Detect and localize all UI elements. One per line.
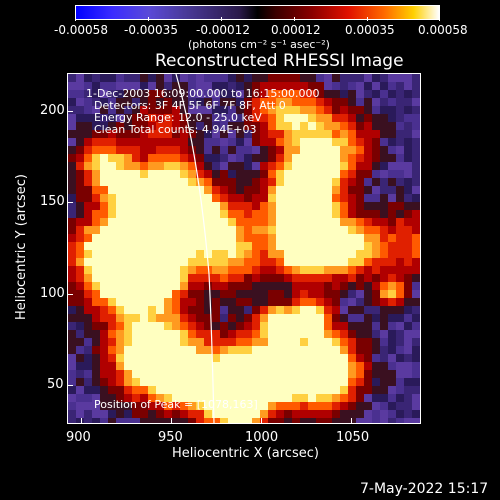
x-tick-label: 1000: [245, 430, 279, 445]
heatmap-image: [68, 74, 420, 423]
x-tick-label: 900: [66, 430, 91, 445]
y-tick-label: 100: [40, 286, 65, 301]
colorbar-tick-label: 0.00012: [271, 23, 321, 37]
annotation-peak: Position of Peak = [1078,163]: [94, 398, 258, 411]
colorbar: [75, 5, 440, 20]
annotation-time: 1-Dec-2003 16:09:00.000 to 16:15:00.000: [86, 87, 320, 100]
colorbar-tick-label: -0.00035: [124, 23, 178, 37]
y-tick-label: 150: [40, 194, 65, 209]
colorbar-tick-label: -0.00012: [196, 23, 250, 37]
image-plot: 1-Dec-2003 16:09:00.000 to 16:15:00.000 …: [67, 73, 421, 424]
x-axis-label: Heliocentric X (arcsec): [172, 446, 319, 461]
plot-title: Reconstructed RHESSI Image: [155, 51, 404, 71]
annotation-clean: Clean Total counts: 4.94E+03: [94, 123, 257, 136]
y-tick-label: 50: [47, 377, 64, 392]
colorbar-tick-label: 0.00035: [345, 23, 395, 37]
y-tick-label: 200: [40, 103, 65, 118]
x-tick-label: 1050: [336, 430, 370, 445]
x-tick-label: 950: [158, 430, 183, 445]
colorbar-tick-label: -0.00058: [54, 23, 108, 37]
colorbar-units: (photons cm⁻² s⁻¹ asec⁻²): [188, 38, 330, 51]
solar-limb: [175, 74, 215, 423]
y-axis-label: Heliocentric Y (arcsec): [14, 174, 29, 320]
annotation-energy: Energy Range: 12.0 - 25.0 keV: [94, 111, 262, 124]
colorbar-tick-label: 0.00058: [418, 23, 468, 37]
footer-date: 7-May-2022 15:17: [360, 481, 489, 497]
colorbar-axis: -0.00058 -0.00035 -0.00012 0.00012 0.000…: [0, 0, 500, 60]
annotation-detectors: Detectors: 3F 4F 5F 6F 7F 8F, Att 0: [94, 99, 286, 112]
